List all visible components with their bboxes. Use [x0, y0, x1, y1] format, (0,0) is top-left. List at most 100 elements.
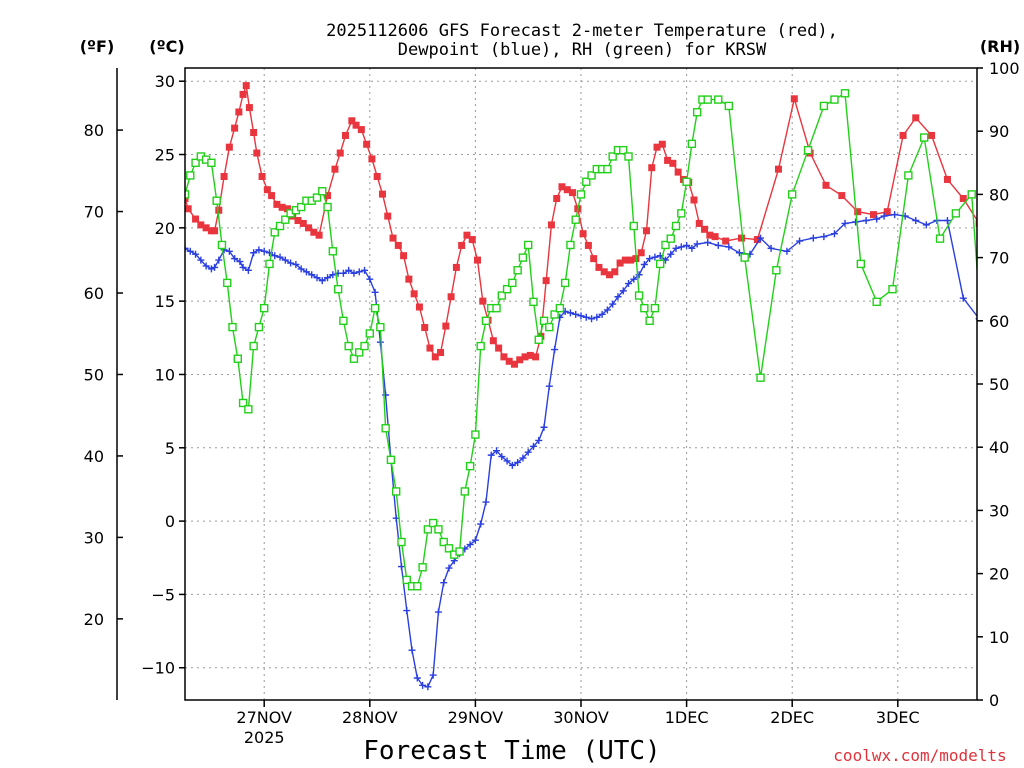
- dewpoint-point: [408, 646, 416, 654]
- dewpoint-point: [434, 608, 442, 616]
- temperature-point: [245, 104, 253, 112]
- fahrenheit-tick-label: 70: [84, 203, 104, 222]
- temperature-point: [870, 211, 878, 219]
- dewpoint-point: [498, 453, 506, 461]
- series-rh: [185, 89, 991, 591]
- rh-point: [233, 354, 243, 363]
- rh-point: [502, 285, 512, 294]
- dewpoint-point: [419, 681, 427, 689]
- rh-point: [951, 209, 961, 218]
- temperature-point: [738, 234, 746, 242]
- dewpoint-point: [672, 244, 680, 252]
- rh-point: [872, 297, 881, 307]
- dewpoint-point: [324, 274, 332, 282]
- rh-tick-label: 100: [989, 59, 1020, 78]
- temperature-point: [912, 114, 920, 122]
- temperature-point: [753, 236, 761, 244]
- dewpoint-point: [891, 211, 899, 219]
- dewpoint-point: [651, 253, 659, 261]
- dewpoint-point: [524, 448, 532, 456]
- rh-unit-label: (RH): [980, 37, 1020, 56]
- temperature-point: [442, 322, 450, 330]
- dewpoint-point: [635, 271, 643, 279]
- temperature-point: [695, 219, 703, 227]
- rh-point: [270, 228, 279, 237]
- temperature-point: [542, 277, 550, 285]
- rh-point: [724, 101, 734, 111]
- rh-point: [318, 187, 327, 196]
- fahrenheit-tick-label: 60: [84, 284, 104, 303]
- dewpoint-point: [514, 458, 522, 466]
- dewpoint-point: [445, 564, 453, 572]
- rh-point: [392, 487, 401, 496]
- dewpoint-point: [424, 683, 432, 691]
- dewpoint-point: [619, 287, 627, 295]
- series-temperature: [185, 82, 977, 368]
- temperature-point: [928, 131, 936, 139]
- temperature-point: [273, 200, 281, 208]
- temperature-point: [278, 203, 286, 211]
- credit-text: coolwx.com/modelts: [833, 746, 1006, 765]
- rh-point: [365, 329, 374, 338]
- rh-point: [460, 487, 470, 496]
- rh-point: [355, 348, 364, 357]
- dewpoint-point: [202, 262, 210, 270]
- dewpoint-point: [735, 249, 743, 257]
- dewpoint-point: [403, 607, 411, 615]
- temperature-point: [242, 82, 250, 90]
- dewpoint-point: [215, 256, 223, 264]
- dewpoint-point: [361, 266, 369, 274]
- rh-point: [513, 266, 522, 275]
- dewpoint-point: [244, 266, 252, 274]
- rh-point: [497, 291, 506, 300]
- dewpoint-point: [350, 269, 358, 277]
- rh-tick-label: 30: [989, 501, 1009, 520]
- dewpoint-point: [796, 237, 804, 245]
- dewpoint-point: [646, 255, 654, 263]
- rh-tick-label: 20: [989, 565, 1009, 584]
- dewpoint-point: [820, 233, 828, 241]
- dewpoint-point: [493, 447, 501, 455]
- dewpoint-point: [551, 346, 559, 354]
- rh-point: [788, 190, 797, 199]
- temperature-point: [584, 241, 592, 249]
- rh-point: [608, 152, 617, 161]
- temperature-point: [532, 353, 540, 361]
- rh-point: [249, 341, 258, 351]
- dewpoint-point: [640, 260, 648, 268]
- temperature-point: [299, 219, 307, 227]
- temperature-point: [283, 205, 291, 213]
- temperature-point: [431, 353, 439, 361]
- dewpoint-point: [236, 258, 244, 266]
- rh-point: [576, 190, 586, 199]
- temperature-point: [215, 206, 223, 214]
- temperature-point: [336, 149, 344, 157]
- rh-point: [413, 582, 422, 591]
- temperature-point: [239, 90, 247, 98]
- rh-point: [339, 316, 348, 325]
- temperature-point: [378, 190, 386, 198]
- dewpoint-point: [482, 498, 490, 506]
- temperature-point: [669, 159, 677, 167]
- rh-point: [840, 89, 850, 98]
- temperature-point: [202, 224, 210, 232]
- celsius-tick-label: −10: [141, 659, 175, 678]
- dewpoint-point: [371, 288, 379, 296]
- rh-point: [217, 240, 227, 250]
- dewpoint-point: [566, 309, 574, 317]
- dewpoint-point: [545, 382, 553, 390]
- dewpoint-point: [572, 310, 580, 318]
- temperature-point: [579, 230, 587, 238]
- rh-point: [397, 537, 406, 547]
- dewpoint-point: [677, 243, 685, 251]
- rh-point: [603, 164, 612, 174]
- rh-point: [984, 412, 991, 419]
- temperature-point: [899, 131, 907, 139]
- celsius-tick-label: −5: [151, 585, 175, 604]
- dewpoint-point: [271, 252, 279, 260]
- dewpoint-point: [540, 423, 548, 431]
- dewpoint-point: [991, 355, 998, 362]
- temperature-point: [197, 221, 205, 229]
- dewpoint-point: [413, 674, 421, 682]
